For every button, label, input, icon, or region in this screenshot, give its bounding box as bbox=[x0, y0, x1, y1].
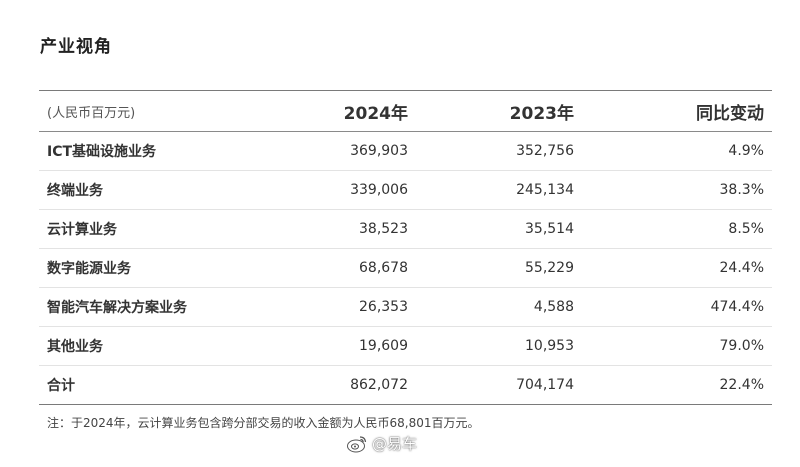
row-value-2024: 19,609 bbox=[239, 326, 416, 366]
row-value-2024: 38,523 bbox=[239, 209, 416, 249]
row-name: 云计算业务 bbox=[39, 209, 239, 249]
row-value-2024: 339,006 bbox=[239, 170, 416, 210]
row-value-2024: 68,678 bbox=[239, 248, 416, 288]
section-title: 产业视角 bbox=[40, 37, 112, 57]
watermark-text: @易车 bbox=[372, 435, 418, 453]
revenue-table: (人民币百万元) 2024年 2023年 同比变动 ICT基础设施业务 369,… bbox=[39, 90, 772, 405]
row-change: 4.9% bbox=[582, 131, 772, 171]
watermark: @易车 bbox=[346, 433, 417, 454]
row-change: 22.4% bbox=[582, 365, 772, 405]
row-name: 合计 bbox=[39, 365, 239, 405]
row-value-2023: 4,588 bbox=[416, 287, 582, 327]
row-value-2023: 704,174 bbox=[416, 365, 582, 405]
row-value-2023: 10,953 bbox=[416, 326, 582, 366]
row-value-2023: 352,756 bbox=[416, 131, 582, 171]
row-value-2024: 369,903 bbox=[239, 131, 416, 171]
table-row: 数字能源业务 68,678 55,229 24.4% bbox=[39, 248, 772, 288]
row-name: 其他业务 bbox=[39, 326, 239, 366]
table-row: 其他业务 19,609 10,953 79.0% bbox=[39, 326, 772, 366]
row-name: 终端业务 bbox=[39, 170, 239, 210]
table-row: 智能汽车解决方案业务 26,353 4,588 474.4% bbox=[39, 287, 772, 327]
footnote: 注：于2024年，云计算业务包含跨分部交易的收入金额为人民币68,801百万元。 bbox=[47, 416, 480, 430]
table-row: ICT基础设施业务 369,903 352,756 4.9% bbox=[39, 131, 772, 171]
row-value-2024: 862,072 bbox=[239, 365, 416, 405]
row-change: 474.4% bbox=[582, 287, 772, 327]
row-change: 38.3% bbox=[582, 170, 772, 210]
table-header-row: (人民币百万元) 2024年 2023年 同比变动 bbox=[39, 90, 772, 132]
row-value-2023: 55,229 bbox=[416, 248, 582, 288]
row-name: 智能汽车解决方案业务 bbox=[39, 287, 239, 327]
revenue-table-container: (人民币百万元) 2024年 2023年 同比变动 ICT基础设施业务 369,… bbox=[39, 90, 772, 405]
column-header-2024: 2024年 bbox=[343, 103, 408, 124]
column-header-change: 同比变动 bbox=[696, 103, 764, 124]
row-name: ICT基础设施业务 bbox=[39, 131, 239, 171]
table-row: 终端业务 339,006 245,134 38.3% bbox=[39, 170, 772, 210]
row-value-2024: 26,353 bbox=[239, 287, 416, 327]
row-value-2023: 245,134 bbox=[416, 170, 582, 210]
row-change: 8.5% bbox=[582, 209, 772, 249]
column-header-2023: 2023年 bbox=[509, 103, 574, 124]
weibo-icon bbox=[346, 434, 368, 454]
row-change: 24.4% bbox=[582, 248, 772, 288]
row-value-2023: 35,514 bbox=[416, 209, 582, 249]
table-total-row: 合计 862,072 704,174 22.4% bbox=[39, 365, 772, 405]
row-change: 79.0% bbox=[582, 326, 772, 366]
table-row: 云计算业务 38,523 35,514 8.5% bbox=[39, 209, 772, 249]
row-name: 数字能源业务 bbox=[39, 248, 239, 288]
unit-label: (人民币百万元) bbox=[47, 105, 136, 121]
